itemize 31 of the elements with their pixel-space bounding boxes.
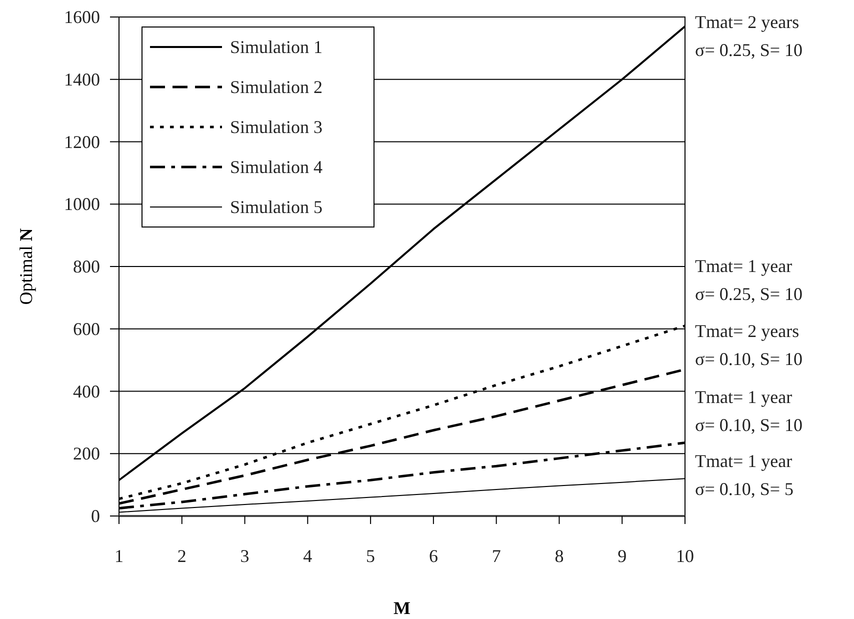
y-tick-label: 200 [73,444,100,464]
y-tick-label: 0 [91,506,100,526]
y-tick-label: 400 [73,381,100,402]
x-tick-label: 2 [177,546,186,566]
legend-label: Simulation 3 [230,117,323,137]
x-tick-label: 9 [618,546,627,566]
x-tick-label: 7 [492,546,501,566]
text: Tmat= 2 years σ= 0.10, S= 10 [695,321,803,369]
x-tick-label: 1 [114,546,124,566]
y-axis-title: Optimal N [16,228,36,305]
x-tick-label: 8 [554,546,564,566]
y-tick-label: 600 [73,318,100,339]
x-tick-label: 4 [303,546,312,566]
text: Tmat= 1 year σ= 0.25, S= 10 [695,256,803,304]
y-tick-label: 1200 [64,132,100,152]
x-tick-label: 6 [428,546,438,566]
text: Tmat= 2 years σ= 0.25, S= 10 [695,12,803,60]
legend-label: Simulation 4 [230,157,323,177]
x-tick-label: 10 [676,546,694,566]
legend-label: Simulation 2 [230,77,323,97]
y-tick-label: 1000 [64,194,100,214]
text: Tmat= 1 year σ= 0.10, S= 10 [695,387,803,435]
x-tick-label: 3 [240,546,250,566]
x-axis-title: M [394,598,410,618]
text: Tmat= 1 year σ= 0.10, S= 5 [695,451,794,499]
x-tick-label: 5 [366,546,376,566]
y-tick-label: 1400 [64,69,100,90]
y-tick-label: 1600 [64,7,100,27]
legend-label: Simulation 1 [230,37,323,57]
y-tick-label: 800 [73,256,100,276]
legend-label: Simulation 5 [230,197,323,217]
